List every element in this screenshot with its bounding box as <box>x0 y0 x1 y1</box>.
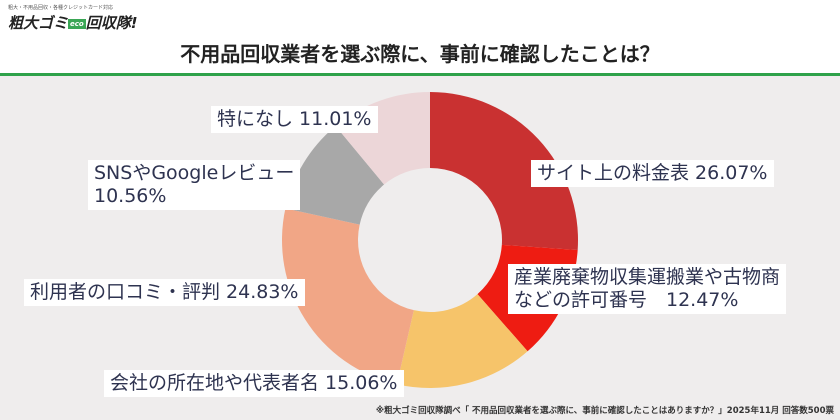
slice-3 <box>282 208 414 385</box>
logo: 粗大・不用品回収・各種クレジットカード対応 粗大ゴミ eco 回収隊! <box>8 4 138 33</box>
chart-title: 不用品回収業者を選ぶ際に、事前に確認したことは？ <box>180 42 660 66</box>
slice-label-5: 特になし 11.01% <box>211 106 378 133</box>
slice-label-4: SNSやGoogleレビュー 10.56% <box>88 160 301 210</box>
footer-note: ※粗大ゴミ回収隊調べ「 不用品回収業者を選ぶ際に、事前に確認したことはありますか… <box>375 406 834 416</box>
header: 粗大・不用品回収・各種クレジットカード対応 粗大ゴミ eco 回収隊! 不用品回収業… <box>0 0 840 76</box>
slice-2 <box>396 294 528 388</box>
logo-name: 粗大ゴミ eco 回収隊! <box>8 14 138 32</box>
slice-label-3: 利用者の口コミ・評判 24.83% <box>24 279 305 306</box>
title-divider <box>0 73 840 76</box>
slice-label-2: 会社の所在地や代表者名 15.06% <box>104 370 404 397</box>
slice-4 <box>285 126 385 225</box>
slice-label-1: 産業廃棄物収集運搬業や古物商 などの許可番号 12.47% <box>508 264 787 314</box>
slice-label-0: サイト上の料金表 26.07% <box>531 160 774 187</box>
logo-tagline: 粗大・不用品回収・各種クレジットカード対応 <box>8 5 114 11</box>
slice-0 <box>430 92 578 250</box>
